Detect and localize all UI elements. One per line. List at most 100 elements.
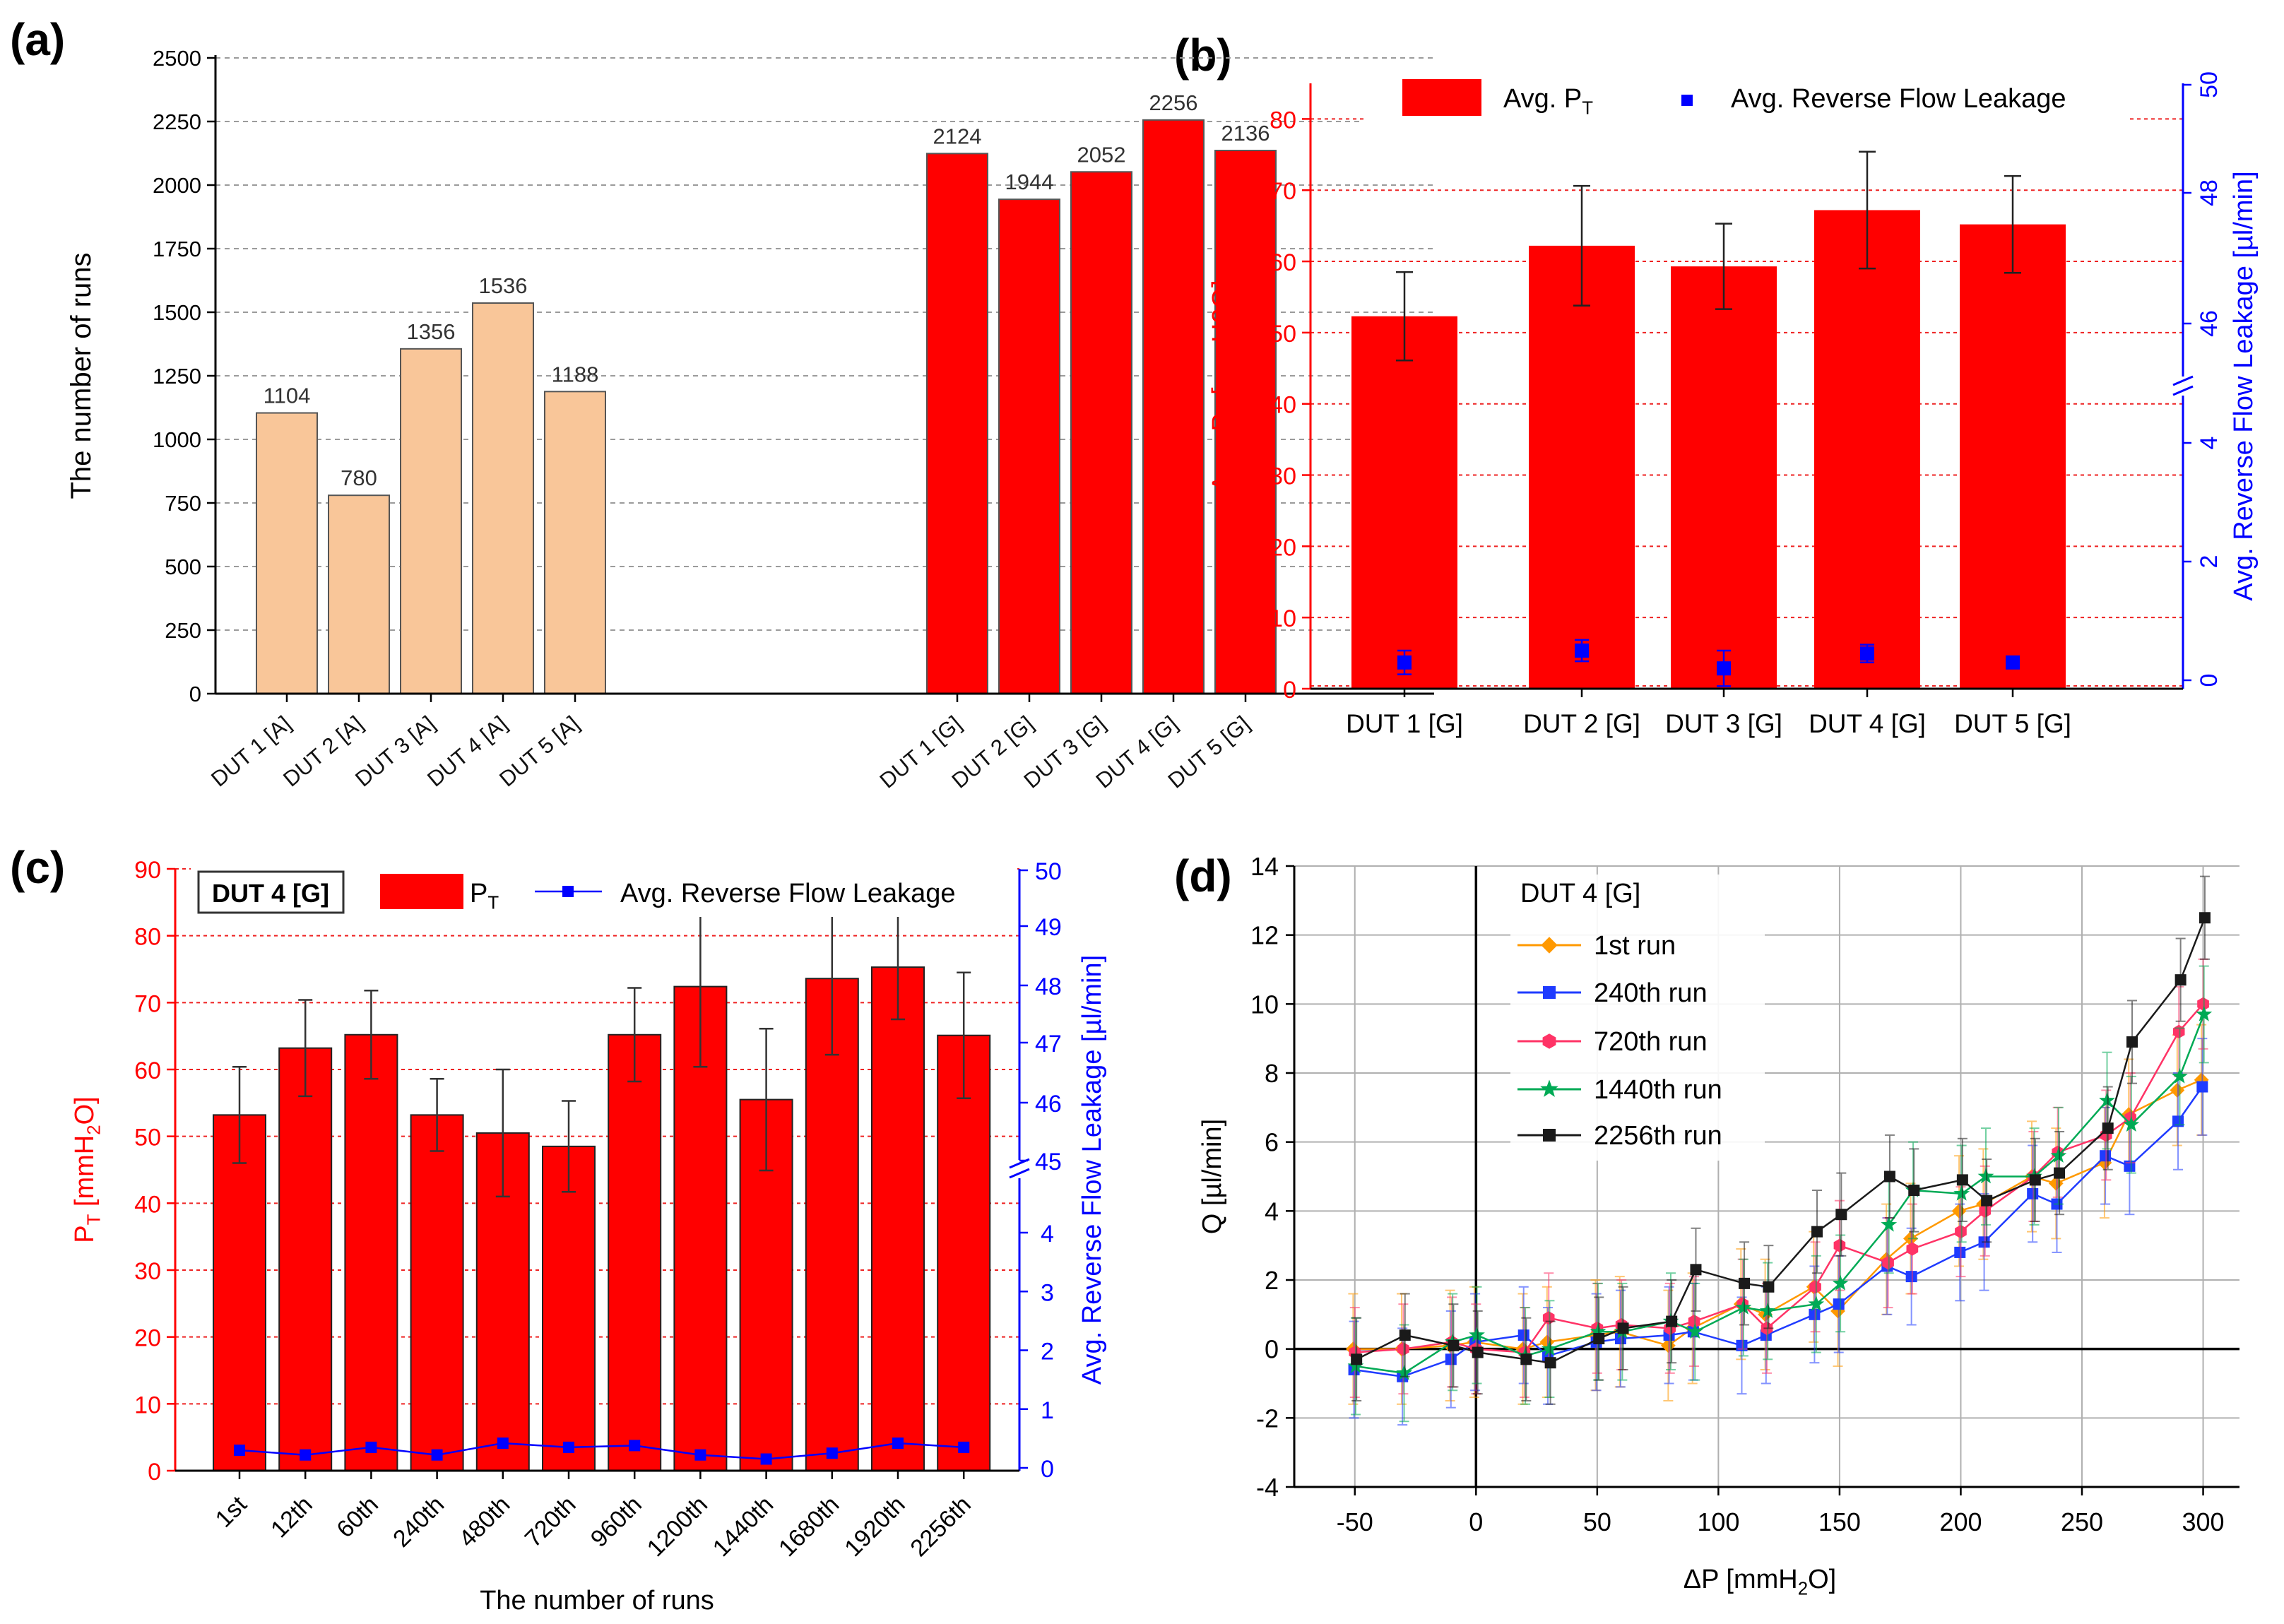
data-point [1882, 1256, 1894, 1270]
x-tick-label: -50 [1337, 1507, 1373, 1536]
legend-background [1510, 875, 1765, 1161]
y-tick-label: 6 [1265, 1128, 1279, 1157]
x-tick-label: 60th [331, 1491, 384, 1543]
y-tick-label: 1750 [153, 237, 201, 261]
legend-title: DUT 4 [G] [1520, 879, 1640, 908]
bar [1351, 316, 1457, 689]
error-bar [430, 1078, 444, 1152]
y-tick-label: 0 [189, 682, 201, 706]
data-point [2100, 1150, 2112, 1162]
data-point [300, 1449, 312, 1461]
data-label: 2256 [1149, 90, 1198, 115]
series-line [1355, 1014, 2205, 1375]
bar [1529, 245, 1635, 689]
y-tick-label: 0 [148, 1459, 161, 1486]
y2-tick-label: 50 [2196, 71, 2223, 98]
data-point [1954, 1246, 1966, 1258]
data-point [1981, 1195, 1993, 1207]
y-tick-label: 4 [1265, 1197, 1279, 1226]
subscript: 2 [85, 1125, 105, 1134]
bar [256, 412, 318, 694]
bar [472, 302, 534, 695]
y-tick-label: 8 [1265, 1059, 1279, 1088]
y-tick-label: 1250 [153, 364, 201, 389]
x-tick-label: 250 [2061, 1507, 2103, 1536]
data-point [1397, 655, 1412, 670]
y-tick-label: 60 [1270, 249, 1296, 276]
y-tick-label: 50 [1270, 321, 1296, 348]
data-point [1347, 1358, 1364, 1373]
x-tick-label: 2256th [905, 1491, 976, 1562]
y-tick-label: 80 [1270, 107, 1296, 134]
data-point [1977, 1168, 1994, 1184]
y2-tick-label: 4 [1041, 1221, 1054, 1247]
bar [1814, 210, 1920, 689]
data-point [1835, 1209, 1847, 1221]
bar [344, 1033, 398, 1471]
legend-label: Avg. Reverse Flow Leakage [1731, 84, 2066, 114]
text-span: Avg. P [1503, 84, 1582, 114]
x-tick-label: DUT 2 [G] [1523, 709, 1640, 738]
series-line [1354, 1086, 2203, 1377]
data-point [1955, 1225, 1967, 1239]
data-point [2006, 655, 2020, 670]
data-label: 780 [341, 466, 377, 490]
data-point [1717, 661, 1731, 676]
data-label: 2124 [933, 124, 982, 148]
bar [278, 1047, 333, 1471]
y-tick-label: 40 [134, 1191, 161, 1218]
error-bar [562, 1100, 576, 1193]
y-tick-label: 2000 [153, 173, 201, 198]
y-tick-label: -4 [1256, 1473, 1279, 1502]
legend-swatch-marker [1681, 95, 1693, 106]
data-point [2097, 1155, 2112, 1170]
data-point [826, 1447, 838, 1459]
bar [400, 348, 462, 694]
legend-label: 2256th run [1594, 1121, 1722, 1151]
legend-swatch-marker [1540, 1079, 1558, 1097]
data-point [1590, 1323, 1607, 1339]
subscript: T [487, 894, 499, 913]
x-tick-label: DUT 1 [G] [1346, 709, 1463, 738]
data-point [1735, 1299, 1752, 1315]
x-tick-label: 1680th [774, 1491, 844, 1562]
y-axis-label: Q [µl/min] [1197, 1119, 1227, 1234]
error-bar [1573, 184, 1590, 307]
y2-tick-label: 50 [1035, 858, 1062, 885]
y-tick-label: 10 [134, 1392, 161, 1418]
data-point [1445, 1353, 1457, 1365]
data-point [2048, 1175, 2064, 1191]
data-point [694, 1449, 706, 1461]
axis-break-stroke [1009, 1168, 1030, 1179]
data-point [1686, 1323, 1703, 1339]
x-tick-label: 200 [1939, 1507, 1982, 1536]
text-span: [mmH2O] [1207, 280, 1237, 402]
data-point [1833, 1238, 1846, 1252]
legend-title-box [197, 870, 345, 914]
legend-background [1363, 72, 2126, 127]
x-tick-label: 300 [2182, 1507, 2224, 1536]
legend: DUT 4 [G] 1st run 240th run 720th run 1440th… [1510, 875, 1765, 1161]
y2-tick-label: 0 [1041, 1456, 1054, 1483]
data-point [1811, 1226, 1823, 1238]
bar [739, 1098, 793, 1471]
data-point [1833, 1298, 1845, 1310]
x-axis-label: ΔP [mmH2O] [1684, 1565, 1836, 1599]
legend-label: 1440th run [1594, 1075, 1722, 1105]
x-tick-label: 720th [520, 1491, 581, 1553]
data-label: 2136 [1221, 121, 1270, 146]
data-point [1759, 1303, 1776, 1318]
data-point [1399, 1329, 1411, 1341]
y2-tick-label: 46 [2196, 310, 2223, 337]
data-point [629, 1440, 641, 1452]
axis-break-mark [1009, 1158, 1030, 1179]
legend-label: Avg. Reverse Flow Leakage [620, 879, 956, 908]
legend-swatch-marker [1543, 1129, 1556, 1142]
data-point [1809, 1308, 1821, 1320]
error-bar [364, 990, 379, 1080]
data-point [1688, 1315, 1700, 1329]
axis-break-stroke [2172, 375, 2194, 386]
y2-tick-label: 2 [1041, 1339, 1054, 1365]
data-point [497, 1438, 509, 1450]
data-label: 1356 [407, 319, 456, 344]
